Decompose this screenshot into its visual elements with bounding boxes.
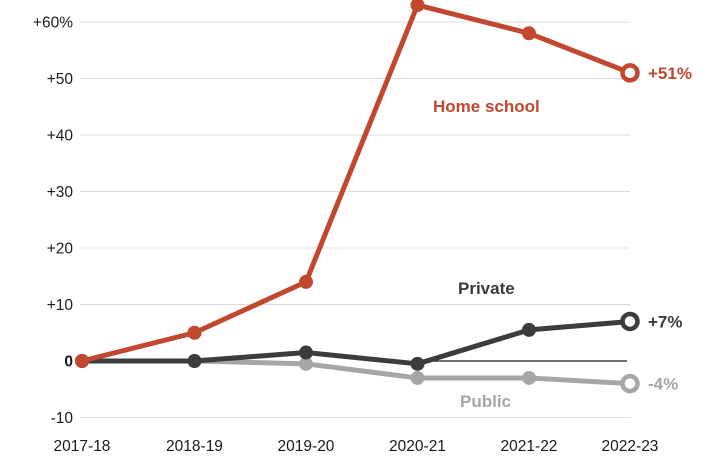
series-name-label-home-school: Home school [433,97,540,116]
data-point-public-2021-22 [522,370,536,385]
data-point-public-2020-21 [410,370,425,385]
y-axis-tick-label: +30 [47,184,74,201]
data-point-home-school-2017-18 [75,354,89,368]
x-axis-tick-label: 2018-19 [166,438,223,455]
end-value-label-private: +7% [648,312,683,331]
data-point-private-2019-20 [299,345,313,360]
data-point-private-2018-19 [187,354,202,368]
end-point-home-school [620,63,640,83]
y-axis-tick-label: +10 [47,297,74,314]
y-axis-tick-label: 0 [64,354,73,371]
series-name-label-private: Private [458,279,515,298]
data-point-home-school-2021-22 [522,26,536,41]
data-point-home-school-2019-20 [299,274,313,289]
y-axis-tick-label: +40 [47,128,74,145]
end-value-label-public: -4% [648,375,678,394]
x-axis-tick-label: 2021-22 [501,438,558,455]
end-value-label-home-school: +51% [648,64,692,83]
data-point-private-2020-21 [410,356,425,371]
x-axis-tick-label: 2017-18 [54,438,111,455]
y-axis-tick-label: +50 [47,71,74,88]
end-point-private [620,311,640,332]
series-name-label-public: Public [460,392,511,411]
x-axis-tick-label: 2022-23 [602,438,659,455]
series-line-home-school [79,2,633,364]
x-axis-tick-label: 2020-21 [389,438,446,455]
x-axis-tick-label: 2019-20 [278,438,335,455]
data-point-private-2021-22 [522,322,536,337]
data-point-public-2019-20 [299,356,313,371]
data-point-home-school-2020-21 [410,0,425,13]
y-axis-tick-label: +60% [33,15,73,32]
data-point-home-school-2018-19 [187,325,202,340]
y-axis-tick-label: -10 [51,410,74,427]
y-axis-tick-label: +20 [47,241,74,258]
series-line-private [79,318,633,367]
end-point-public [620,373,640,394]
series-line-public [79,358,633,387]
